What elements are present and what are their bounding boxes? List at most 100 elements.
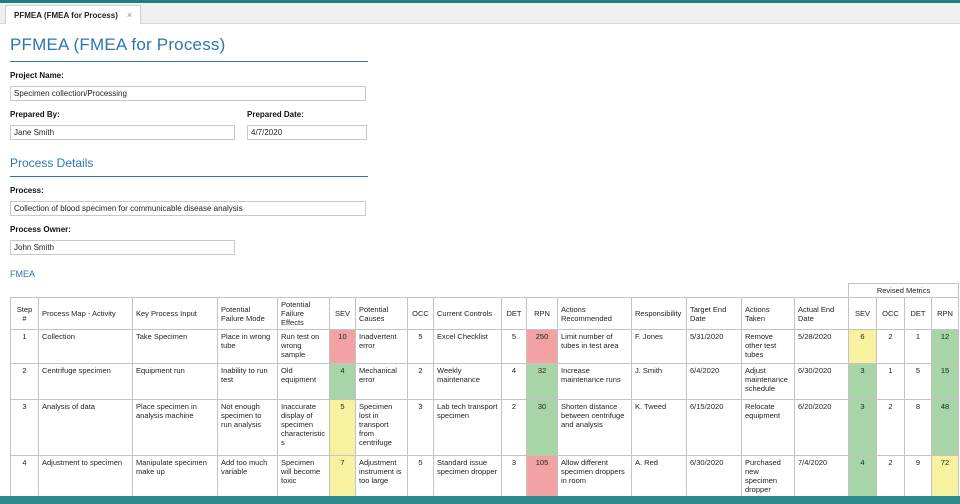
cell-causes[interactable]: Specimen lost in transport from centrifu… xyxy=(355,399,408,456)
cell-actual_end[interactable]: 6/30/2020 xyxy=(794,363,849,400)
col-header-r_det: DET xyxy=(904,297,932,330)
col-header-activity: Process Map - Activity xyxy=(38,297,133,330)
cell-activity[interactable]: Centrifuge specimen xyxy=(38,363,133,400)
process-owner-input[interactable] xyxy=(10,240,235,255)
cell-responsibility[interactable]: J. Smith xyxy=(631,363,687,400)
col-header-r_sev: SEV xyxy=(848,297,877,330)
prepared-date-input[interactable] xyxy=(247,125,367,140)
cell-actions[interactable]: Limit number of tubes in test area xyxy=(557,329,632,364)
cell-det[interactable]: 2 xyxy=(501,399,527,456)
cell-rpn[interactable]: 250 xyxy=(526,329,558,364)
cell-target_end[interactable]: 6/4/2020 xyxy=(686,363,742,400)
cell-sev[interactable]: 10 xyxy=(329,329,356,364)
cell-responsibility[interactable]: K. Tweed xyxy=(631,399,687,456)
cell-failure_mode[interactable]: Add too much variable xyxy=(217,455,278,504)
cell-r_occ[interactable]: 2 xyxy=(876,329,905,364)
cell-actual_end[interactable]: 5/28/2020 xyxy=(794,329,849,364)
tab-pfmea[interactable]: PFMEA (FMEA for Process) × xyxy=(5,5,142,24)
col-header-r_occ: OCC xyxy=(876,297,905,330)
revised-metrics-group-header: Revised Metrics xyxy=(847,283,960,298)
cell-r_sev[interactable]: 3 xyxy=(848,399,877,456)
cell-causes[interactable]: Mechanical error xyxy=(355,363,408,400)
process-owner-field: Process Owner: xyxy=(10,225,950,255)
cell-failure_mode[interactable]: Not enough specimen to run analysis xyxy=(217,399,278,456)
cell-r_rpn[interactable]: 15 xyxy=(930,363,960,400)
cell-r_rpn[interactable]: 72 xyxy=(930,455,960,504)
process-label: Process: xyxy=(10,186,44,195)
col-header-failure_mode: Potential Failure Mode xyxy=(217,297,278,330)
col-header-sev: SEV xyxy=(329,297,356,330)
cell-responsibility[interactable]: F. Jones xyxy=(631,329,687,364)
cell-rpn[interactable]: 105 xyxy=(526,455,558,504)
cell-activity[interactable]: Collection xyxy=(38,329,133,364)
cell-activity[interactable]: Analysis of data xyxy=(38,399,133,456)
cell-r_occ[interactable]: 2 xyxy=(876,399,905,456)
cell-controls[interactable]: Lab tech transport specimen xyxy=(433,399,502,456)
cell-step[interactable]: 3 xyxy=(10,399,39,456)
cell-occ[interactable]: 2 xyxy=(407,363,434,400)
cell-target_end[interactable]: 6/15/2020 xyxy=(686,399,742,456)
process-input[interactable] xyxy=(10,201,366,216)
cell-causes[interactable]: Inadvertent error xyxy=(355,329,408,364)
cell-failure_effects[interactable]: Specimen will become toxic xyxy=(277,455,330,504)
cell-rpn[interactable]: 32 xyxy=(526,363,558,400)
cell-actions_taken[interactable]: Adjust maintenance schedule xyxy=(741,363,795,400)
col-header-actions: Actions Recommended xyxy=(557,297,632,330)
prepared-by-input[interactable] xyxy=(10,125,235,140)
cell-r_sev[interactable]: 4 xyxy=(848,455,877,504)
cell-failure_effects[interactable]: Run test on wrong sample xyxy=(277,329,330,364)
cell-r_det[interactable]: 5 xyxy=(904,363,932,400)
cell-occ[interactable]: 5 xyxy=(407,329,434,364)
cell-det[interactable]: 5 xyxy=(501,329,527,364)
cell-target_end[interactable]: 6/30/2020 xyxy=(686,455,742,504)
cell-failure_mode[interactable]: Place in wrong tube xyxy=(217,329,278,364)
cell-r_rpn[interactable]: 48 xyxy=(930,399,960,456)
cell-r_occ[interactable]: 1 xyxy=(876,363,905,400)
cell-failure_mode[interactable]: Inability to run test xyxy=(217,363,278,400)
cell-r_sev[interactable]: 3 xyxy=(848,363,877,400)
cell-r_det[interactable]: 1 xyxy=(904,329,932,364)
cell-actions_taken[interactable]: Relocate equipment xyxy=(741,399,795,456)
cell-controls[interactable]: Standard issue specimen dropper xyxy=(433,455,502,504)
col-header-actions_taken: Actions Taken xyxy=(741,297,795,330)
cell-step[interactable]: 2 xyxy=(10,363,39,400)
cell-input[interactable]: Equipment run xyxy=(132,363,218,400)
prepared-by-field: Prepared By: xyxy=(10,101,235,140)
cell-controls[interactable]: Excel Checklist xyxy=(433,329,502,364)
fmea-table: Revised Metrics Step # Process Map - Acti… xyxy=(10,283,960,504)
cell-actual_end[interactable]: 6/20/2020 xyxy=(794,399,849,456)
cell-actions[interactable]: Shorten distance between centrifuge and … xyxy=(557,399,632,456)
col-header-causes: Potential Causes xyxy=(355,297,408,330)
page-content: PFMEA (FMEA for Process) Project Name: P… xyxy=(0,35,960,504)
col-header-controls: Current Controls xyxy=(433,297,502,330)
cell-input[interactable]: Place specimen in analysis machine xyxy=(132,399,218,456)
cell-failure_effects[interactable]: Inaccurate display of specimen character… xyxy=(277,399,330,456)
project-name-input[interactable] xyxy=(10,86,366,101)
column-header-row: Step # Process Map - Activity Key Process … xyxy=(10,297,960,330)
project-name-label: Project Name: xyxy=(10,71,64,80)
cell-controls[interactable]: Weekly maintenance xyxy=(433,363,502,400)
cell-target_end[interactable]: 5/31/2020 xyxy=(686,329,742,364)
cell-actions[interactable]: Increase maintenance runs xyxy=(557,363,632,400)
cell-step[interactable]: 1 xyxy=(10,329,39,364)
cell-actions_taken[interactable]: Purchased new specimen dropper xyxy=(741,455,795,504)
cell-input[interactable]: Take Specimen xyxy=(132,329,218,364)
cell-rpn[interactable]: 30 xyxy=(526,399,558,456)
cell-failure_effects[interactable]: Old equipment xyxy=(277,363,330,400)
cell-r_det[interactable]: 8 xyxy=(904,399,932,456)
cell-actions[interactable]: Allow different specimen droppers in roo… xyxy=(557,455,632,504)
cell-sev[interactable]: 5 xyxy=(329,399,356,456)
cell-r_rpn[interactable]: 12 xyxy=(930,329,960,364)
cell-occ[interactable]: 3 xyxy=(407,399,434,456)
cell-responsibility[interactable]: A. Red xyxy=(631,455,687,504)
table-row: 4 Adjustment to specimen Manipulate specim… xyxy=(10,455,960,504)
process-details-heading: Process Details xyxy=(10,156,94,170)
cell-r_sev[interactable]: 6 xyxy=(848,329,877,364)
tab-title: PFMEA (FMEA for Process) xyxy=(14,10,118,20)
process-details-divider xyxy=(10,176,368,177)
cell-det[interactable]: 4 xyxy=(501,363,527,400)
cell-actions_taken[interactable]: Remove other test tubes xyxy=(741,329,795,364)
cell-actual_end[interactable]: 7/4/2020 xyxy=(794,455,849,504)
cell-sev[interactable]: 4 xyxy=(329,363,356,400)
close-icon[interactable]: × xyxy=(126,10,133,20)
